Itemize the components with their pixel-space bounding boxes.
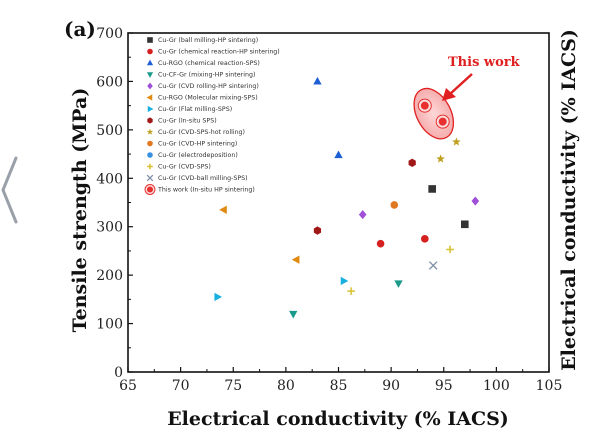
data-point <box>417 98 432 113</box>
x-tick-label: 75 <box>224 378 242 394</box>
data-point <box>219 205 227 214</box>
legend-label: This work (In-situ HP sintering) <box>157 187 255 194</box>
x-tick-label: 105 <box>536 378 563 394</box>
marker-core <box>146 186 154 193</box>
data-point <box>291 255 300 264</box>
legend-marker <box>146 72 154 78</box>
callout: This work <box>442 55 521 101</box>
legend: Cu-Gr (ball milling-HP sintering) Cu-Gr (… <box>144 37 280 195</box>
x-tick-label: 100 <box>483 378 510 394</box>
x-axis-ticks: 65 70 75 80 85 90 95 100 105 <box>119 367 562 394</box>
y2-axis-title: Electrical conductivity (% IACS) <box>558 29 580 371</box>
data-points <box>214 76 480 319</box>
data-point <box>436 154 445 163</box>
data-point <box>394 280 403 288</box>
callout-text: This work <box>448 55 521 70</box>
x-tick-label: 65 <box>119 378 137 394</box>
data-point <box>376 239 385 248</box>
legend-label: Cu-RGO (chemical reaction-SPS) <box>158 60 260 67</box>
legend-marker <box>147 48 153 55</box>
marker-core <box>438 117 447 126</box>
data-point <box>390 201 399 209</box>
legend-label: Cu-Gr (CVD rolling-HP sintering) <box>158 83 259 90</box>
legend-marker <box>144 184 156 195</box>
data-point <box>214 292 223 302</box>
legend-marker <box>147 163 153 170</box>
y-tick-label: 400 <box>96 171 123 187</box>
callout-arrow-line <box>449 73 473 95</box>
y-axis-ticks: 0 100 200 300 400 500 600 700 <box>96 26 133 381</box>
y-axis-title: Tensile strength (MPa) <box>69 88 91 333</box>
y-tick-label: 500 <box>96 123 123 139</box>
legend-marker <box>146 59 154 66</box>
legend-marker <box>146 94 153 101</box>
data-point <box>289 310 298 319</box>
legend-marker <box>146 174 154 182</box>
legend-marker <box>147 140 153 147</box>
data-point <box>435 114 450 129</box>
data-point <box>452 137 461 146</box>
legend-label: Cu-Gr (In-situ SPS) <box>158 118 217 125</box>
legend-label: Cu-Gr (electrodeposition) <box>158 152 238 159</box>
legend-label: Cu-RGO (Molecular mixing-SPS) <box>158 95 258 102</box>
legend-label: Cu-Gr (Flat milling-SPS) <box>158 106 232 113</box>
data-point <box>421 235 429 243</box>
legend-marker <box>147 37 153 43</box>
data-point <box>461 220 469 229</box>
data-point <box>340 276 349 286</box>
y-tick-label: 0 <box>114 365 123 381</box>
data-point <box>313 76 322 85</box>
legend-marker <box>147 117 153 124</box>
panel-label: (a) <box>64 17 96 41</box>
x-tick-label: 70 <box>172 378 190 394</box>
legend-label: Cu-Gr (CVD-SPS) <box>158 164 211 171</box>
legend-marker <box>147 82 153 90</box>
x-axis-title: Electrical conductivity (% IACS) <box>167 408 509 430</box>
legend-marker <box>147 105 154 113</box>
data-point <box>334 150 343 159</box>
x-tick-label: 80 <box>277 378 295 394</box>
x-tick-label: 85 <box>330 378 348 394</box>
y-tick-label: 600 <box>96 74 123 90</box>
callout-arrow-head <box>442 88 456 101</box>
nav-back-arrow[interactable] <box>0 150 20 230</box>
legend-label: Cu-Gr (ball milling-HP sintering) <box>158 37 258 44</box>
chevron-left-icon <box>1 156 18 224</box>
data-point <box>428 261 438 270</box>
legend-label: Cu-Gr (CVD-ball milling-SPS) <box>158 175 248 182</box>
marker-core <box>420 101 429 110</box>
y-tick-label: 300 <box>96 220 123 236</box>
legend-label: Cu-Gr (CVD-HP sintering) <box>158 141 237 148</box>
x-tick-label: 90 <box>382 378 400 394</box>
x-tick-label: 95 <box>435 378 453 394</box>
legend-marker <box>146 128 154 135</box>
data-point <box>428 185 436 193</box>
legend-label: Cu-CF-Gr (mixing-HP sintering) <box>158 72 255 79</box>
data-point <box>347 287 355 295</box>
y-tick-label: 700 <box>96 26 123 42</box>
legend-label: Cu-Gr (CVD-SPS-hot rolling) <box>158 129 245 136</box>
data-point <box>471 196 480 206</box>
y-tick-label: 100 <box>96 317 123 333</box>
data-point <box>408 158 416 167</box>
y-tick-label: 200 <box>96 268 123 284</box>
data-point <box>358 210 367 220</box>
data-point <box>313 226 322 235</box>
legend-marker <box>147 152 153 158</box>
data-point <box>446 245 454 254</box>
legend-label: Cu-Gr (chemical reaction-HP sintering) <box>158 49 280 56</box>
